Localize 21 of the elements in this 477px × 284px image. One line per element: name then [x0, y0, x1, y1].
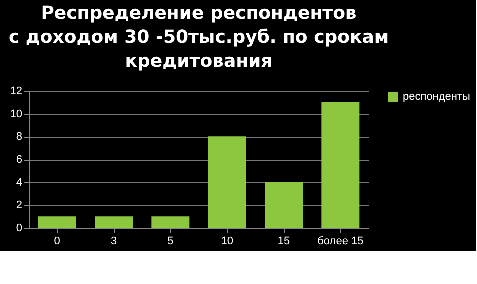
y-tick-label: 2 — [16, 200, 22, 212]
x-tick-label: 0 — [54, 236, 60, 248]
y-tick-label: 8 — [16, 131, 22, 144]
x-tick-label: более 15 — [318, 236, 364, 248]
y-tick-label: 6 — [16, 154, 22, 166]
bar — [265, 182, 303, 228]
bar — [95, 216, 133, 228]
legend-label: респонденты — [403, 91, 471, 103]
x-tick-label: 3 — [110, 236, 118, 248]
y-tick-label: 4 — [16, 176, 22, 189]
bar — [322, 102, 360, 228]
y-tick-label: 12 — [10, 86, 22, 98]
y-tick-label: 10 — [10, 108, 22, 120]
chart-title: Респределение респондентов с доходом 30 -50тыс.руб. по срокам кредитования — [8, 3, 390, 72]
y-tick-label: 0 — [16, 222, 22, 234]
bar — [38, 216, 76, 228]
x-tick-label: 15 — [278, 236, 290, 248]
x-tick-label: 5 — [168, 236, 174, 248]
bar — [152, 216, 190, 228]
x-tick-label: 10 — [221, 236, 234, 248]
bar — [208, 136, 246, 228]
